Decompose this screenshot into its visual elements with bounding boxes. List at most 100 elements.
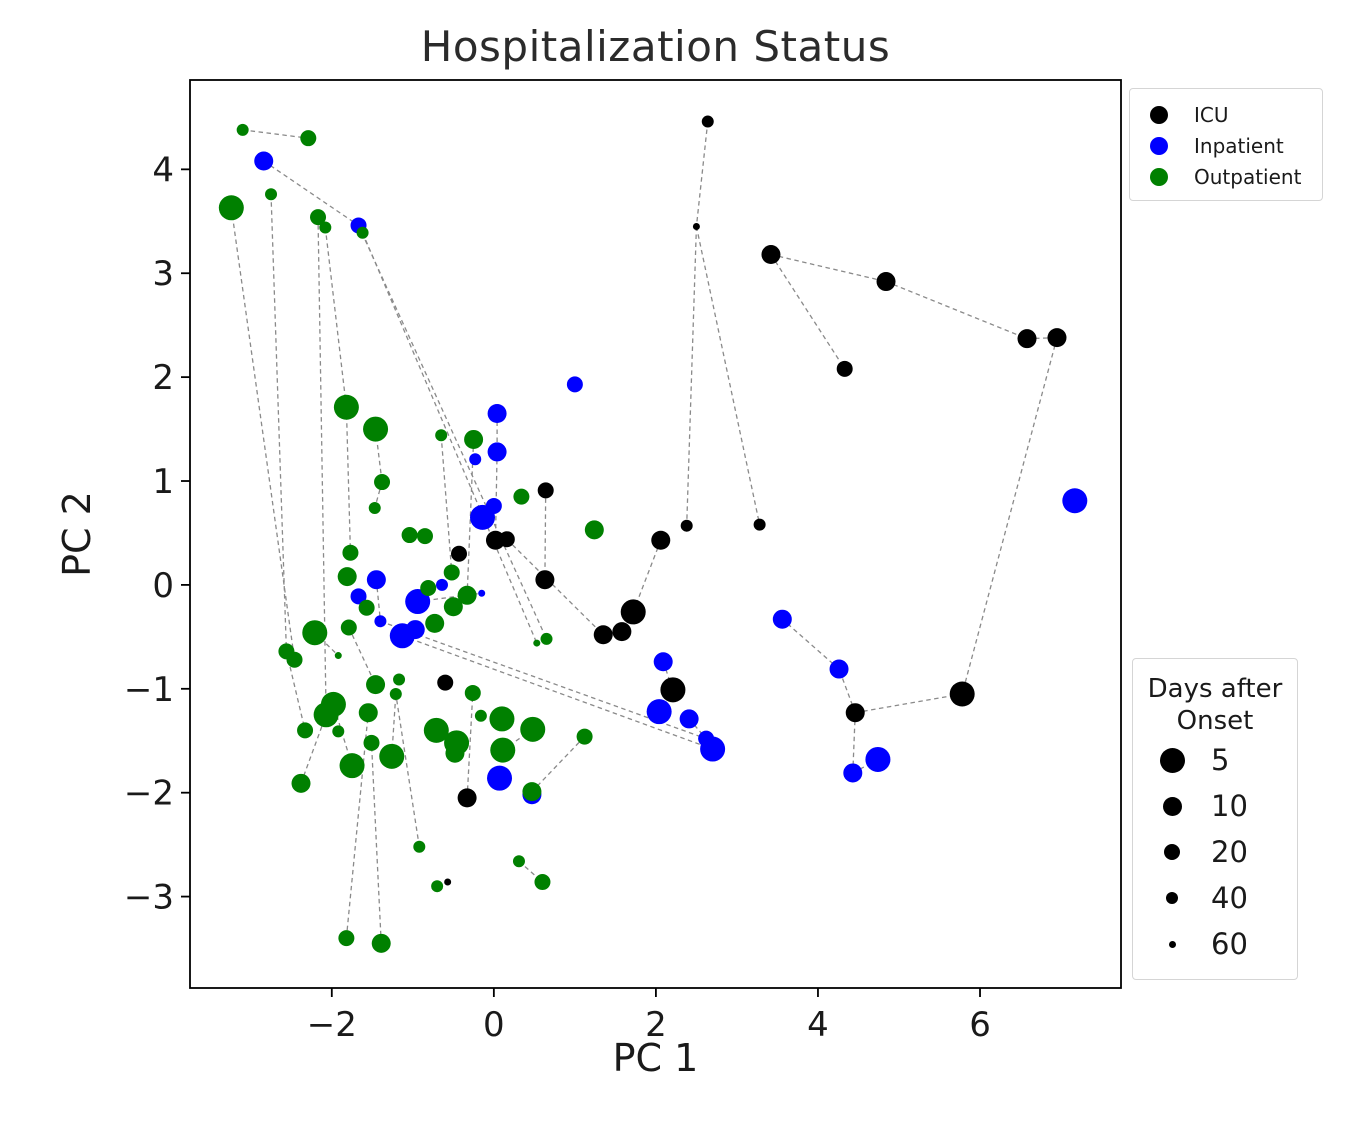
trajectory-line <box>242 129 309 139</box>
scatter-point-outpatient <box>286 651 303 668</box>
size-legend-title-line1: Days after <box>1147 674 1283 704</box>
scatter-point-inpatient <box>700 736 726 762</box>
y-axis-label: PC 2 <box>55 491 99 577</box>
y-tick-label: −3 <box>124 878 174 918</box>
legend-item-label: Outpatient <box>1194 164 1302 189</box>
scatter-point-inpatient <box>487 403 507 423</box>
scatter-point-inpatient <box>487 765 513 791</box>
scatter-point-outpatient <box>332 725 345 738</box>
x-tick-label: −2 <box>307 1005 357 1045</box>
trajectory-line <box>961 337 1058 695</box>
scatter-point-icu <box>1017 329 1037 349</box>
scatter-point-inpatient <box>366 570 386 590</box>
trajectory-line <box>502 728 534 751</box>
scatter-point-outpatient <box>513 488 530 505</box>
scatter-point-inpatient <box>405 620 425 640</box>
scatter-point-inpatient <box>487 442 507 462</box>
scatter-point-outpatient <box>218 195 244 221</box>
scatter-point-outpatient <box>342 544 359 561</box>
scatter-point-outpatient <box>443 564 460 581</box>
scatter-point-outpatient <box>379 743 405 769</box>
scatter-point-outpatient <box>334 652 342 660</box>
trajectory-line <box>770 253 887 283</box>
scatter-point-outpatient <box>490 737 516 763</box>
scatter-point-icu <box>535 570 555 590</box>
size-legend-dot <box>1159 747 1185 773</box>
scatter-point-icu <box>845 703 865 723</box>
trajectory-line <box>370 742 382 944</box>
size-legend-row: 60 <box>1133 921 1297 967</box>
trajectory-line <box>300 714 327 784</box>
size-legend-value: 20 <box>1211 835 1248 869</box>
chart-title: Hospitalization Status <box>420 22 891 71</box>
scatter-point-outpatient <box>236 123 249 136</box>
scatter-point-inpatient <box>435 578 448 591</box>
y-tick-label: −2 <box>124 774 174 814</box>
scatter-point-outpatient <box>413 840 426 853</box>
scatter-point-icu <box>444 878 452 886</box>
size-legend-value: 10 <box>1211 789 1248 823</box>
scatter-point-outpatient <box>464 429 484 449</box>
scatter-point-icu <box>692 222 700 230</box>
scatter-point-inpatient <box>478 589 486 597</box>
scatter-point-outpatient <box>443 597 463 617</box>
trajectory-line <box>357 225 548 640</box>
scatter-point-icu <box>836 360 853 377</box>
scatter-point-inpatient <box>865 746 891 772</box>
x-tick-label: 2 <box>645 1005 667 1045</box>
legend-item-outpatient: Outpatient <box>1130 161 1322 192</box>
scatter-point-outpatient <box>425 613 445 633</box>
scatter-point-outpatient <box>300 130 317 147</box>
size-legend-dot <box>1168 940 1176 948</box>
scatter-point-outpatient <box>533 639 541 647</box>
trajectory-line <box>544 490 547 580</box>
scatter-point-outpatient <box>474 709 487 722</box>
scatter-point-inpatient <box>405 589 431 615</box>
scatter-point-icu <box>761 245 781 265</box>
scatter-point-outpatient <box>368 502 381 515</box>
trajectory-line <box>230 207 296 660</box>
outpatient-dot-icon <box>1150 167 1168 186</box>
y-tick-label: 0 <box>152 566 174 606</box>
trajectory-line <box>314 632 339 657</box>
scatter-point-outpatient <box>358 703 378 723</box>
y-tick-label: 4 <box>152 150 174 190</box>
scatter-point-outpatient <box>457 585 477 605</box>
trajectory-line <box>317 217 327 715</box>
x-tick-label: 6 <box>969 1005 991 1045</box>
trajectory-line <box>885 280 1028 340</box>
scatter-point-outpatient <box>310 209 327 226</box>
scatter-point-outpatient <box>302 620 328 646</box>
trajectory-line <box>494 451 498 541</box>
size-legend-dot <box>1166 892 1178 904</box>
trajectory-line <box>348 627 377 685</box>
scatter-point-inpatient <box>653 652 673 672</box>
scatter-point-outpatient <box>356 226 369 239</box>
scatter-point-outpatient <box>416 528 433 545</box>
size-legend-title-line2: Onset <box>1176 706 1254 736</box>
scatter-point-inpatient <box>254 151 274 171</box>
scatter-point-outpatient <box>363 734 380 751</box>
scatter-point-icu <box>612 622 632 642</box>
trajectory-line <box>285 651 306 731</box>
trajectory-line <box>531 736 586 793</box>
trajectory-line <box>375 579 382 622</box>
scatter-point-icu <box>1047 328 1067 348</box>
trajectory-line <box>695 121 709 227</box>
scatter-point-inpatient <box>374 615 387 628</box>
scatter-point-icu <box>451 545 468 562</box>
x-tick-label: 4 <box>807 1005 829 1045</box>
trajectory-line <box>466 439 475 596</box>
size-legend-row: 5 <box>1133 737 1297 783</box>
trajectory-line <box>686 226 698 526</box>
size-legend-row: 20 <box>1133 829 1297 875</box>
x-axis-label: PC 1 <box>612 1036 699 1080</box>
trajectory-line <box>395 693 420 847</box>
size-legend-dot <box>1162 796 1182 816</box>
scatter-point-inpatient <box>469 453 482 466</box>
scatter-point-outpatient <box>464 684 481 701</box>
legend-item-label: Inpatient <box>1194 133 1284 158</box>
scatter-point-icu <box>660 677 686 703</box>
